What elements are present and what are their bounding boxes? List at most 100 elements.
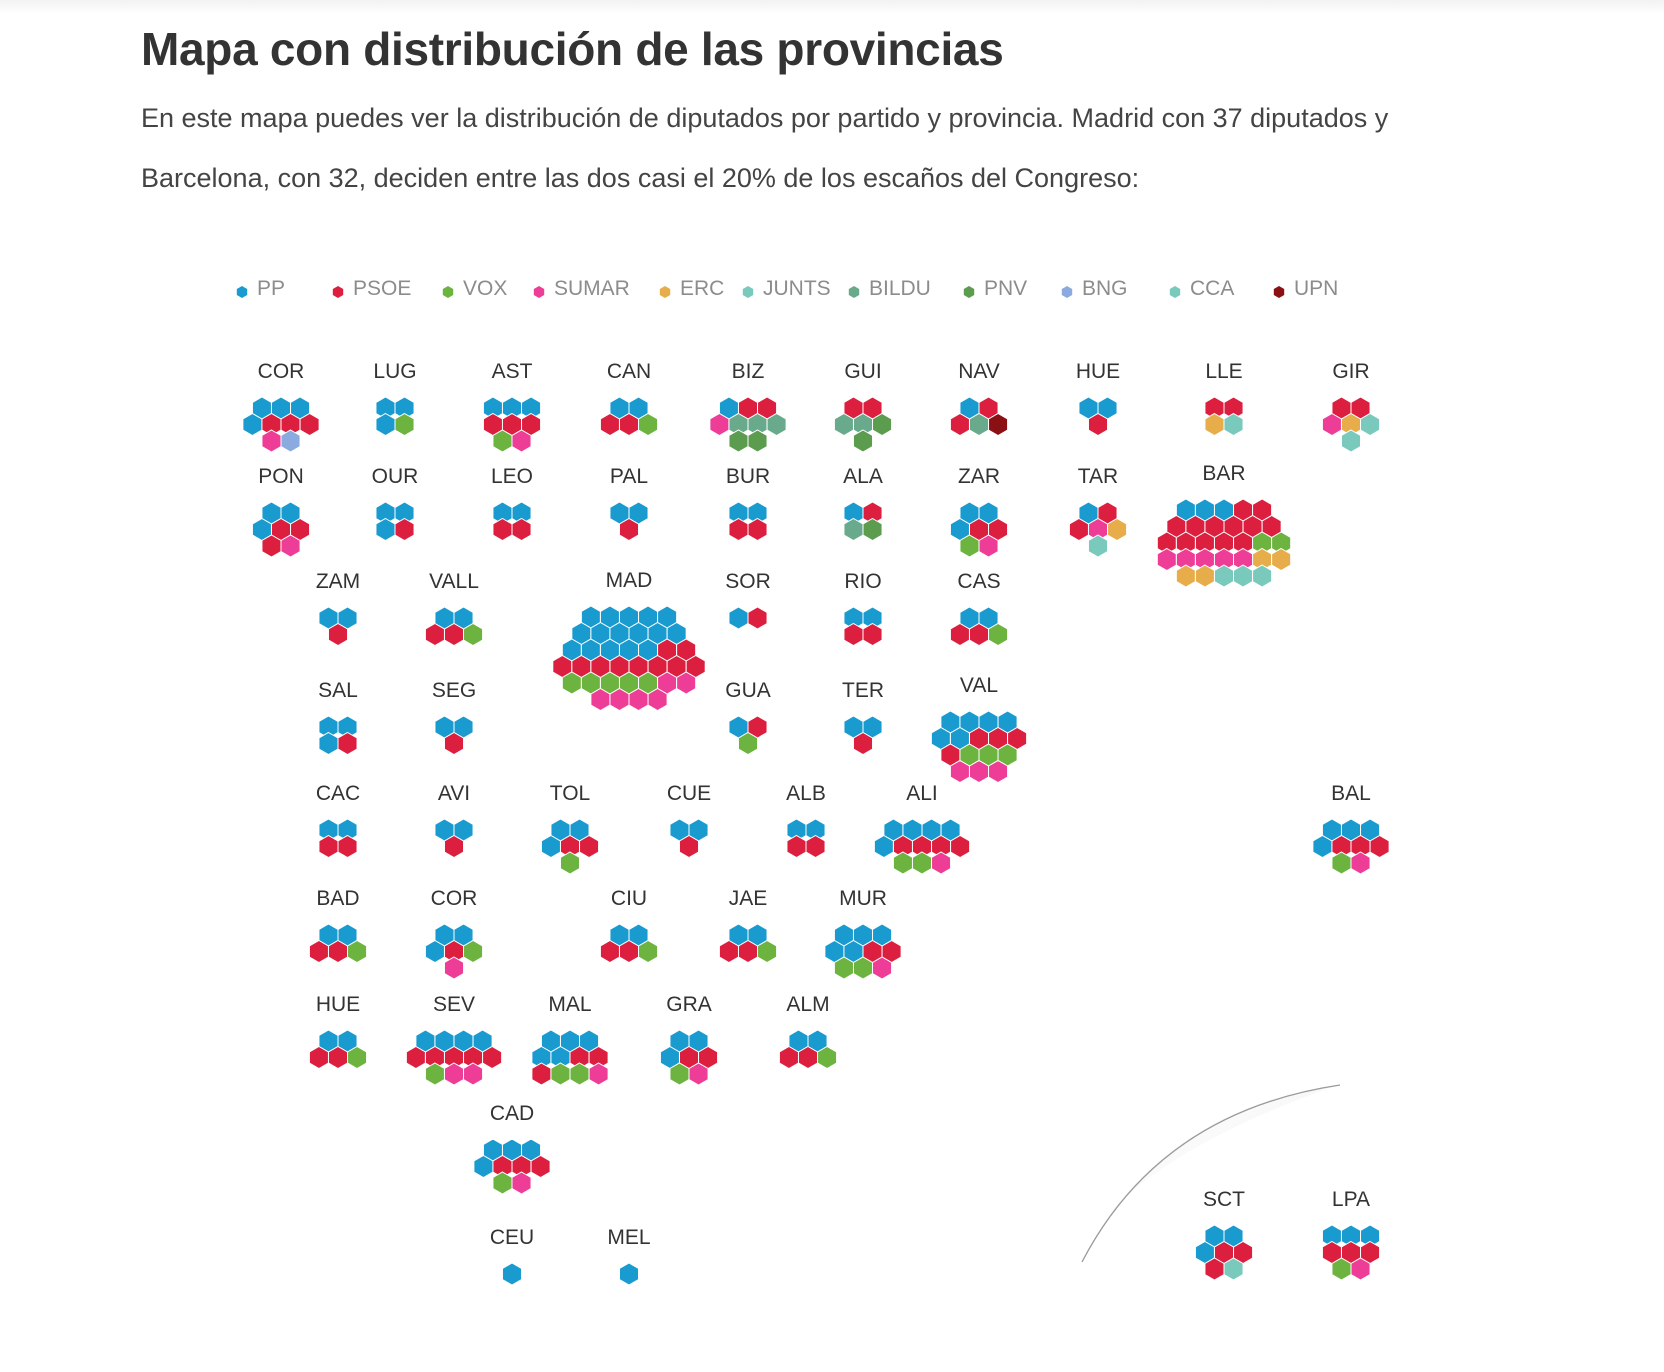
province-lle: LLE xyxy=(1204,360,1244,437)
seat-hex-sumar xyxy=(949,759,970,784)
province-label: HUE xyxy=(316,993,360,1016)
seat-hex-vox xyxy=(550,1062,571,1086)
seat-hex-sumar xyxy=(1156,547,1177,572)
seat-hex-sumar xyxy=(647,687,668,712)
legend-label: VOX xyxy=(463,277,508,300)
province-label: COR xyxy=(431,887,478,910)
legend-hex-icon xyxy=(236,286,248,298)
seat-hex-psoe xyxy=(747,517,768,542)
seat-hex-pp xyxy=(242,412,263,437)
province-alb: ALB xyxy=(786,782,826,859)
seat-hex-junts xyxy=(1360,412,1381,437)
seat-hex-sumar xyxy=(1350,1257,1371,1281)
seat-hex-cca xyxy=(1223,1257,1244,1281)
province-label: LPA xyxy=(1332,1188,1370,1211)
seat-hex-sumar xyxy=(511,1171,532,1195)
seat-hex-junts xyxy=(1223,412,1244,437)
province-label: ZAM xyxy=(316,570,360,593)
province-label: CEU xyxy=(490,1226,534,1249)
province-pal: PAL xyxy=(609,465,649,542)
seat-hex-psoe xyxy=(443,834,465,859)
province-cor: COR xyxy=(424,887,484,980)
seat-hex-pnv xyxy=(872,412,893,437)
province-label: JAE xyxy=(729,887,768,910)
legend-label: BNG xyxy=(1082,277,1128,300)
seat-hex-vox xyxy=(988,622,1009,647)
province-label: OUR xyxy=(372,465,419,488)
province-label: CAN xyxy=(607,360,651,383)
seat-hex-psoe xyxy=(797,1045,819,1070)
province-zar: ZAR xyxy=(949,465,1009,558)
province-label: SCT xyxy=(1203,1188,1245,1211)
province-label: TER xyxy=(842,679,884,702)
province-label: GUI xyxy=(844,360,881,383)
seat-hex-bildu xyxy=(833,412,854,437)
seat-hex-pnv xyxy=(852,429,874,453)
seat-hex-vox xyxy=(492,429,513,453)
province-label: ZAR xyxy=(958,465,1000,488)
province-cor: COR xyxy=(242,360,320,453)
seat-hex-psoe xyxy=(443,622,465,647)
province-bar: BAR xyxy=(1156,462,1292,588)
seat-hex-psoe xyxy=(394,517,415,542)
seat-hex-junts xyxy=(1252,564,1273,588)
legend-label: ERC xyxy=(680,277,725,300)
seat-hex-erc xyxy=(1175,564,1196,588)
province-can: CAN xyxy=(599,360,659,437)
seat-hex-junts xyxy=(1340,429,1362,453)
province-label: GUA xyxy=(725,679,771,702)
seat-hex-erc xyxy=(1194,564,1215,588)
seat-hex-vox xyxy=(638,939,659,964)
seat-hex-psoe xyxy=(618,412,640,437)
seat-hex-vox xyxy=(569,1062,590,1086)
province-hue: HUE xyxy=(308,993,368,1070)
province-sev: SEV xyxy=(405,993,503,1086)
seat-hex-psoe xyxy=(862,622,883,647)
seat-hex-sumar xyxy=(1321,412,1342,437)
province-bal: BAL xyxy=(1312,782,1390,875)
seat-hex-psoe xyxy=(530,1154,551,1179)
province-label: MUR xyxy=(839,887,887,910)
legend-label: PNV xyxy=(984,277,1028,300)
seat-hex-pp xyxy=(728,606,749,630)
legend-label: UPN xyxy=(1294,277,1339,300)
province-label: BAL xyxy=(1331,782,1371,805)
province-rio: RIO xyxy=(843,570,883,647)
seat-hex-psoe xyxy=(405,1045,426,1070)
province-avi: AVI xyxy=(434,782,474,859)
seat-hex-vox xyxy=(817,1045,838,1070)
province-label: TOL xyxy=(550,782,590,805)
seat-hex-vox xyxy=(737,731,759,756)
province-ciu: CIU xyxy=(599,887,659,964)
legend-hex-icon xyxy=(442,286,454,298)
province-label: CAD xyxy=(490,1102,534,1125)
province-cad: CAD xyxy=(473,1102,551,1195)
seat-hex-vox xyxy=(1331,851,1352,875)
province-label: CAS xyxy=(957,570,1000,593)
seat-hex-erc xyxy=(1204,412,1225,437)
province-label: PAL xyxy=(610,465,648,488)
seat-hex-vox xyxy=(1331,1257,1352,1281)
seat-hex-psoe xyxy=(308,1045,329,1070)
province-label: MAL xyxy=(548,993,591,1016)
province-mel: MEL xyxy=(607,1226,651,1286)
seat-hex-sumar xyxy=(590,687,611,712)
province-label: SAL xyxy=(318,679,358,702)
province-cue: CUE xyxy=(667,782,711,859)
province-gra: GRA xyxy=(659,993,719,1086)
province-zam: ZAM xyxy=(316,570,360,647)
seat-hex-vox xyxy=(559,851,581,875)
province-gua: GUA xyxy=(725,679,771,756)
seat-hex-vox xyxy=(852,956,874,980)
seat-hex-junts xyxy=(1213,564,1235,588)
province-sct: SCT xyxy=(1194,1188,1254,1281)
province-cac: CAC xyxy=(316,782,360,859)
province-label: CAC xyxy=(316,782,360,805)
seat-hex-bildu xyxy=(968,412,990,437)
seat-hex-psoe xyxy=(424,622,445,647)
province-lpa: LPA xyxy=(1321,1188,1381,1281)
seat-hex-psoe xyxy=(299,412,320,437)
legend-hex-icon xyxy=(1273,286,1285,298)
seat-hex-psoe xyxy=(728,517,749,542)
province-gir: GIR xyxy=(1321,360,1381,453)
